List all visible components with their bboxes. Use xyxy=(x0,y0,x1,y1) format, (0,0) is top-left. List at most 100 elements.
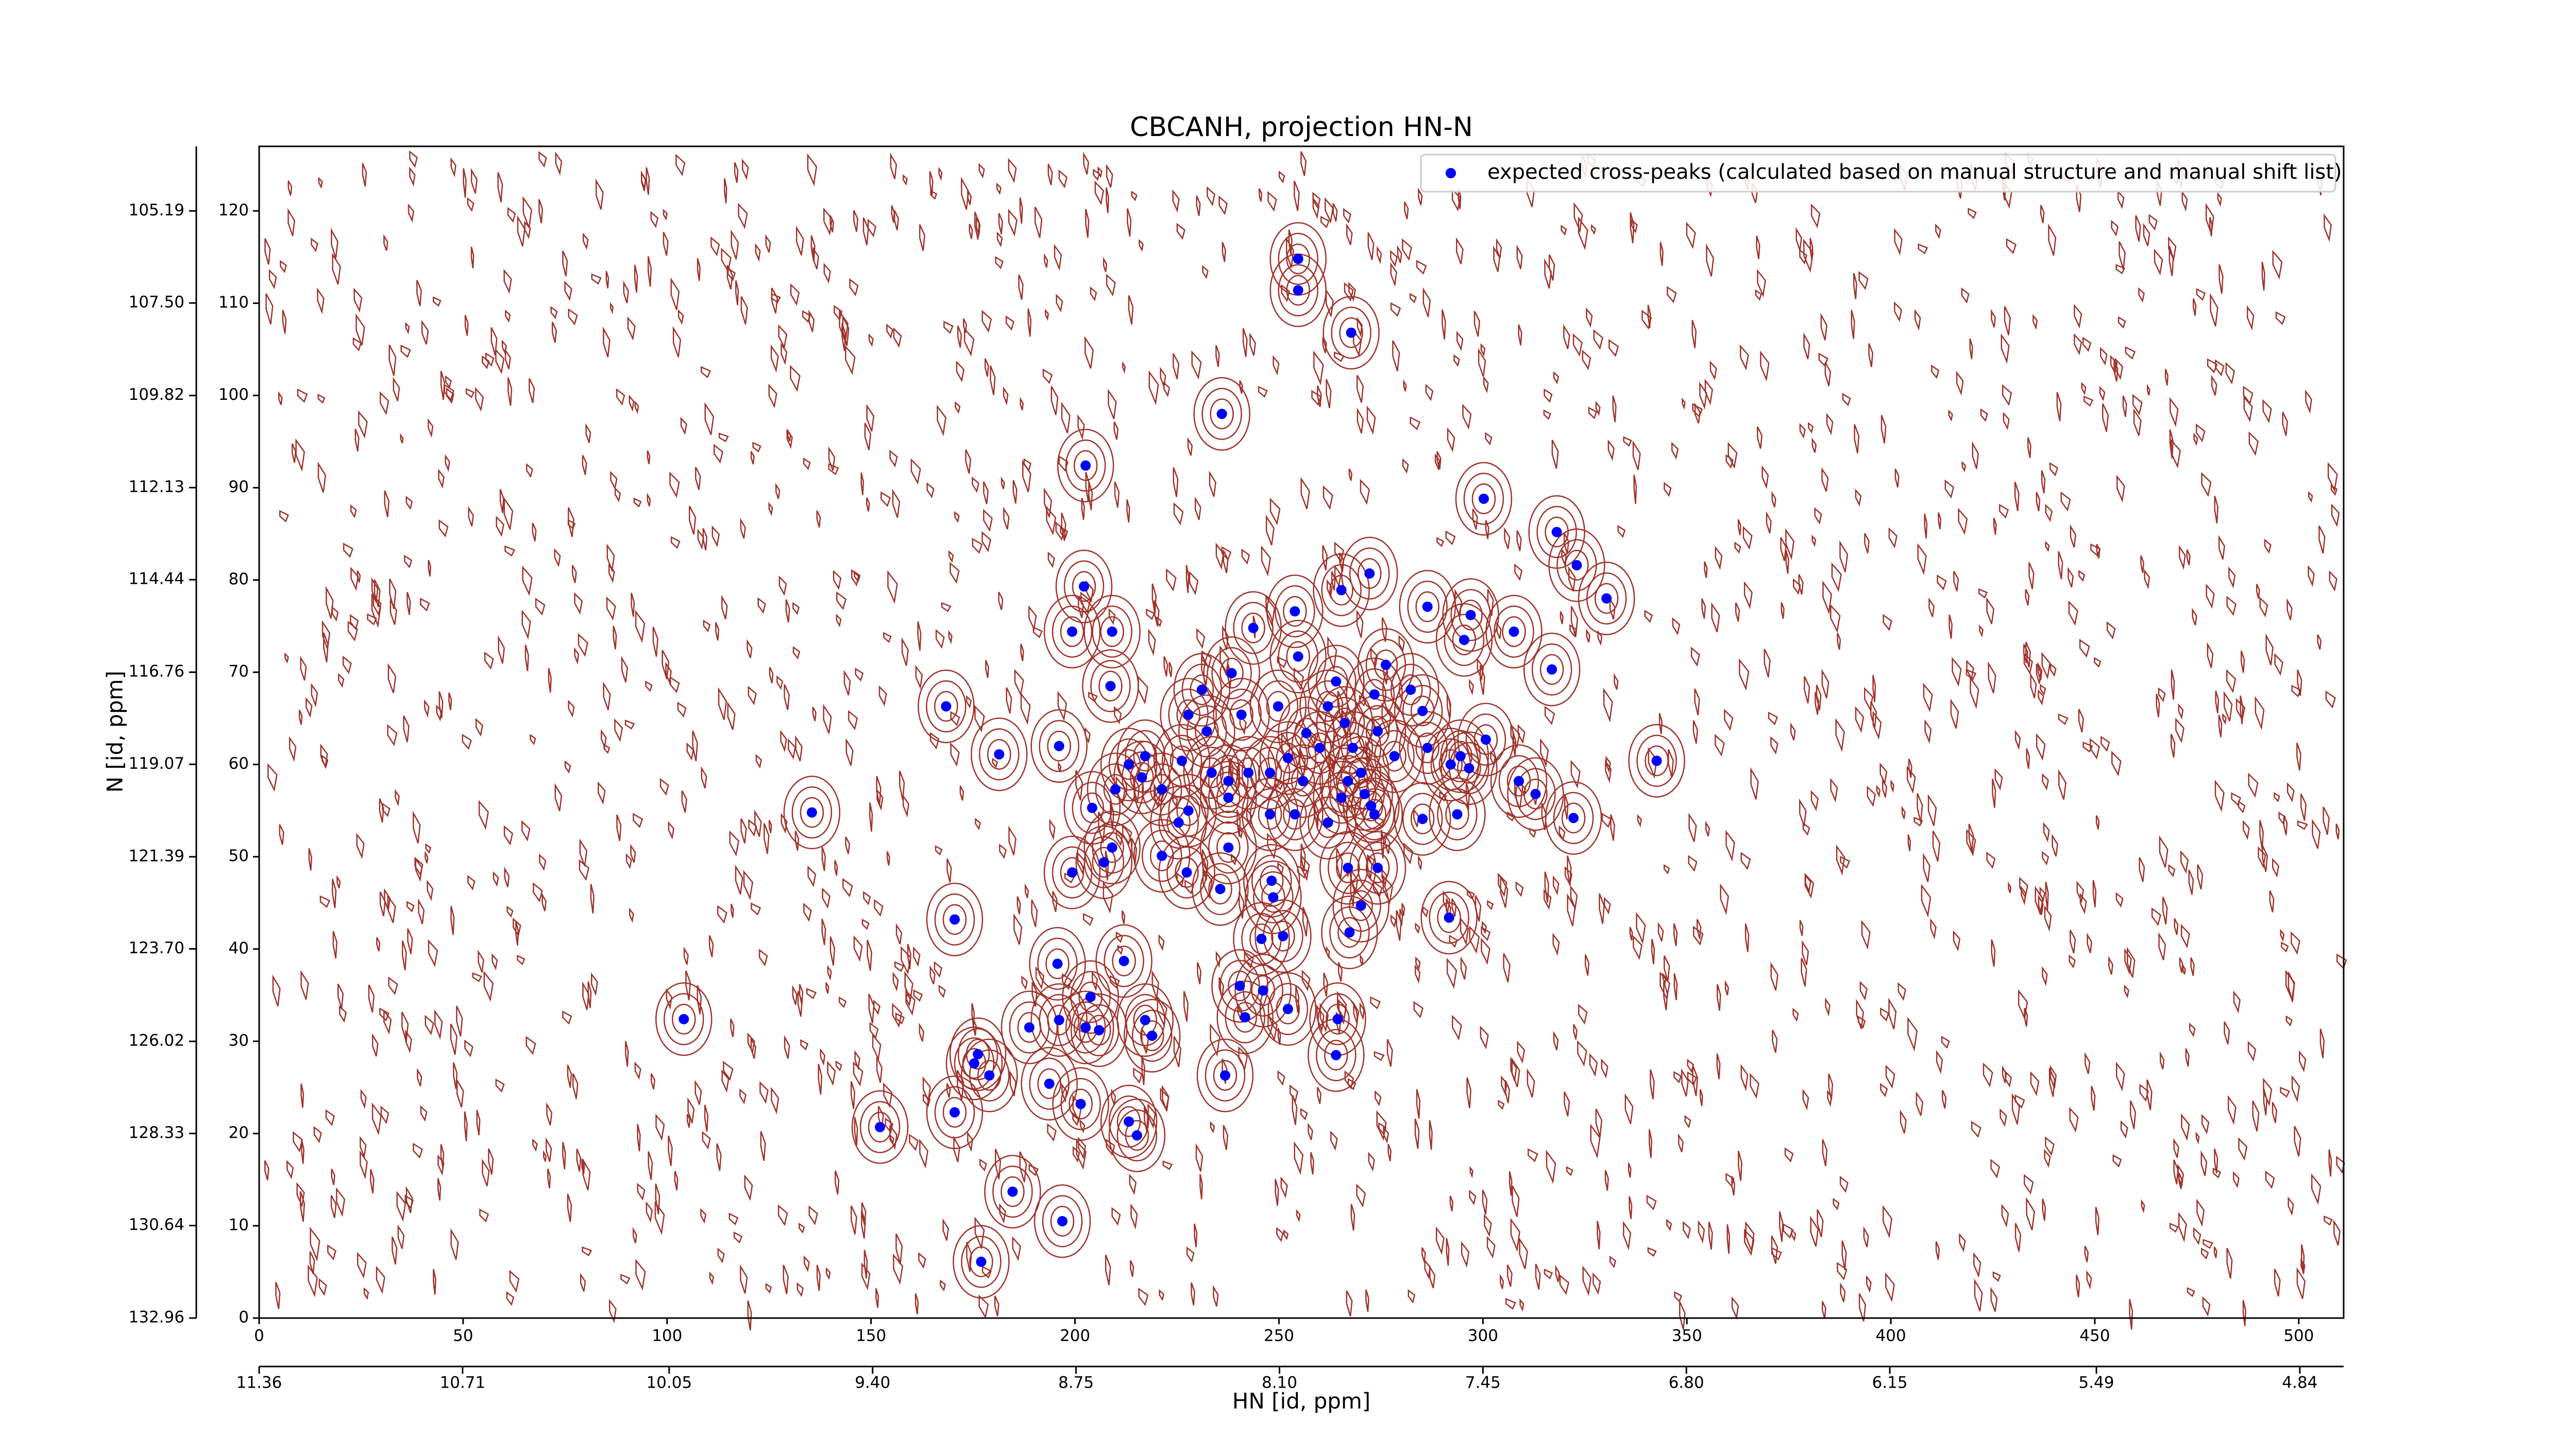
peak-contour xyxy=(1275,788,1315,841)
noise-contour xyxy=(1001,476,1005,490)
peak-contour xyxy=(1245,861,1302,934)
cross-peak xyxy=(1452,809,1463,820)
noise-contour xyxy=(284,652,289,664)
noise-contour xyxy=(1745,1221,1755,1253)
noise-contour xyxy=(2138,287,2145,303)
noise-contour xyxy=(2297,820,2308,830)
cross-peak xyxy=(1054,740,1064,751)
noise-contour xyxy=(2040,684,2046,696)
peak-contour xyxy=(1507,757,1564,831)
noise-contour xyxy=(972,476,979,493)
noise-contour xyxy=(668,821,674,840)
noise-contour xyxy=(1830,603,1841,633)
cross-peak xyxy=(1359,788,1370,799)
noise-contour xyxy=(785,599,790,623)
noise-contour xyxy=(2087,932,2092,953)
noise-contour xyxy=(1472,509,1478,530)
noise-contour xyxy=(360,1136,367,1159)
noise-contour xyxy=(1429,1264,1435,1289)
noise-contour xyxy=(363,1287,369,1301)
noise-contour xyxy=(1031,982,1038,1007)
noise-contour xyxy=(750,451,755,465)
noise-contour xyxy=(576,1149,582,1172)
noise-contour xyxy=(1863,1226,1869,1247)
noise-contour xyxy=(1006,687,1012,714)
peak-contour xyxy=(1211,647,1252,700)
noise-contour xyxy=(1402,238,1412,261)
peak-contour xyxy=(1536,505,1577,559)
noise-contour xyxy=(1046,505,1057,536)
noise-contour xyxy=(842,878,853,898)
noise-contour xyxy=(669,676,680,694)
noise-contour xyxy=(1346,223,1353,245)
noise-contour xyxy=(913,946,921,967)
noise-contour xyxy=(389,598,397,625)
peak-contour xyxy=(1457,702,1515,777)
cross-peak xyxy=(1234,981,1245,991)
noise-contour xyxy=(311,683,318,708)
y-tick-label: 100 xyxy=(218,385,249,404)
noise-contour xyxy=(1146,609,1156,620)
noise-contour xyxy=(629,394,635,412)
noise-contour xyxy=(438,691,444,718)
noise-contour xyxy=(342,655,352,674)
noise-contour xyxy=(1607,439,1615,461)
noise-contour xyxy=(1197,962,1201,985)
noise-contour xyxy=(1563,324,1570,349)
noise-contour xyxy=(425,1015,434,1036)
cross-peak xyxy=(1530,788,1541,799)
noise-contour xyxy=(325,1109,335,1126)
noise-contour xyxy=(428,560,432,577)
noise-contour xyxy=(1720,883,1729,916)
peak-contour xyxy=(1158,835,1215,909)
noise-contour xyxy=(771,1087,779,1115)
noise-contour xyxy=(974,1216,985,1250)
noise-contour xyxy=(1018,274,1024,300)
noise-contour xyxy=(2028,562,2035,589)
noise-contour xyxy=(497,172,503,203)
noise-contour xyxy=(1331,571,1336,590)
noise-contour xyxy=(388,976,398,996)
noise-contour xyxy=(998,213,1003,234)
noise-contour xyxy=(825,1267,831,1280)
noise-contour xyxy=(1897,982,1906,1001)
noise-contour xyxy=(453,1062,458,1089)
noise-contour xyxy=(2226,669,2236,694)
peak-contour xyxy=(1402,792,1443,845)
noise-contour xyxy=(1990,1287,1998,1312)
noise-contour xyxy=(1415,922,1420,934)
noise-contour xyxy=(308,1264,318,1297)
noise-contour xyxy=(1128,295,1134,325)
noise-contour xyxy=(677,701,687,718)
noise-contour xyxy=(1390,262,1397,287)
noise-contour xyxy=(1663,981,1668,1010)
noise-contour xyxy=(981,1266,992,1279)
noise-contour xyxy=(610,470,618,491)
noise-contour xyxy=(1923,683,1933,713)
noise-contour xyxy=(1836,845,1845,876)
noise-contour xyxy=(629,907,634,923)
cross-peak xyxy=(1571,560,1582,570)
noise-contour xyxy=(582,232,589,250)
peak-contour xyxy=(1349,547,1390,600)
peak-contour xyxy=(1116,983,1174,1057)
noise-contour xyxy=(1446,1238,1450,1266)
noise-contour xyxy=(929,171,934,196)
noise-contour xyxy=(2133,408,2142,436)
noise-contour xyxy=(650,211,659,228)
peak-contour xyxy=(1122,751,1162,804)
peak-contour xyxy=(954,1037,995,1090)
noise-contour xyxy=(2094,657,2102,668)
noise-contour xyxy=(400,344,411,358)
noise-contour xyxy=(1553,371,1560,385)
noise-contour xyxy=(1288,229,1293,256)
noise-contour xyxy=(747,639,753,659)
noise-contour xyxy=(371,577,379,602)
cross-peak xyxy=(1266,875,1277,886)
noise-contour xyxy=(816,1264,821,1291)
noise-contour xyxy=(2224,1021,2230,1045)
peak-contour xyxy=(1017,1012,1042,1043)
noise-contour xyxy=(1744,923,1750,952)
noise-contour xyxy=(1553,1031,1559,1051)
cross-peak xyxy=(1206,767,1217,778)
